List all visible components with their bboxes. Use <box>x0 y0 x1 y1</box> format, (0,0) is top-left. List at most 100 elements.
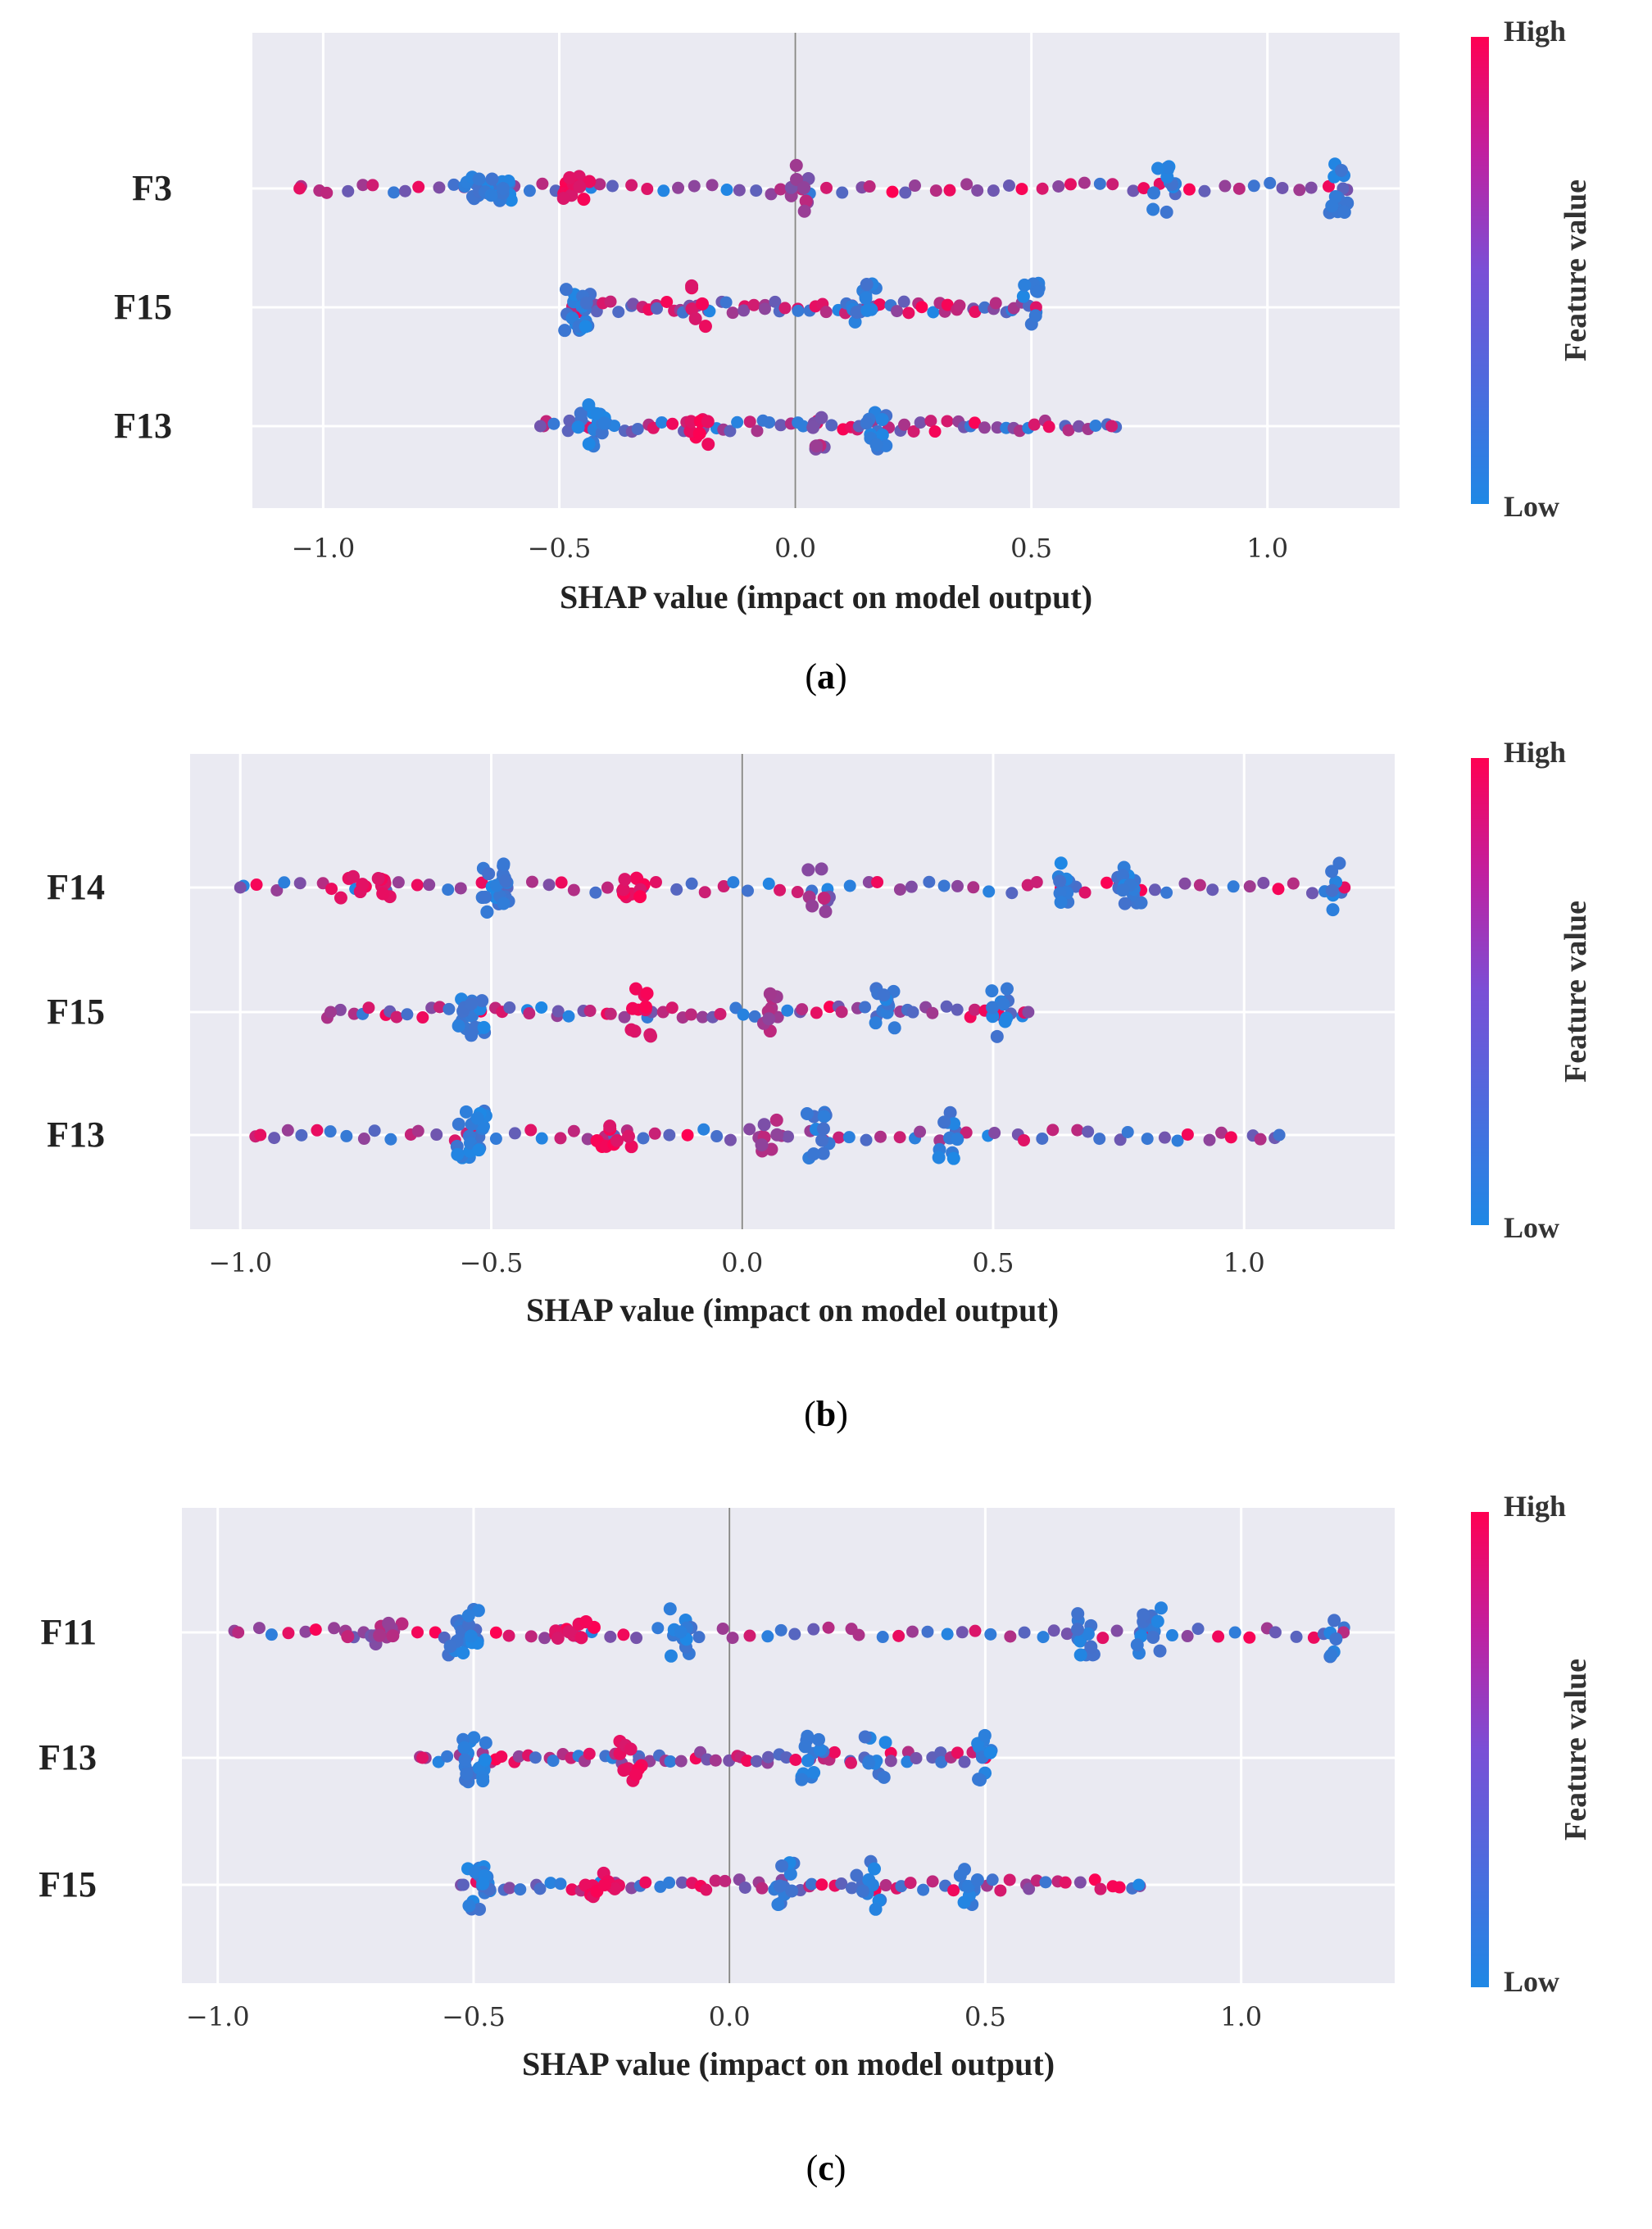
shap-point <box>1054 895 1068 909</box>
shap-point <box>535 1132 548 1145</box>
shap-point <box>747 298 760 311</box>
shap-point <box>774 419 787 432</box>
x-tick-label: 0.5 <box>964 2001 1006 2032</box>
shap-point <box>443 1639 457 1653</box>
shap-point <box>563 170 577 184</box>
colorbar-title: Feature value <box>1559 901 1593 1083</box>
shap-point <box>356 179 370 192</box>
shap-point <box>561 424 574 438</box>
shap-point <box>268 1132 281 1145</box>
shap-point <box>663 1876 676 1889</box>
shap-point <box>1146 1630 1160 1644</box>
shap-point <box>815 411 828 424</box>
shap-point <box>582 437 596 451</box>
shap-point <box>1206 883 1219 897</box>
shap-point <box>987 184 1000 197</box>
shap-point <box>1272 883 1285 896</box>
shap-point <box>970 1873 984 1887</box>
shap-point <box>1160 886 1173 899</box>
colorbar <box>1471 1512 1489 1987</box>
shap-point <box>815 862 828 876</box>
shap-point <box>497 897 511 910</box>
shap-point <box>232 1626 245 1639</box>
shap-point <box>988 1126 1001 1139</box>
shap-point <box>675 1876 688 1889</box>
shap-point <box>991 421 1004 434</box>
shap-point <box>1305 887 1318 900</box>
shap-point <box>902 306 915 320</box>
shap-point <box>869 1902 883 1916</box>
shap-point <box>788 1627 801 1641</box>
shap-point <box>1016 289 1030 303</box>
shap-point <box>697 1123 710 1136</box>
shap-point <box>714 1007 727 1020</box>
colorbar-low-label: Low <box>1504 490 1559 523</box>
shap-point <box>816 1146 830 1160</box>
shap-point <box>398 184 411 197</box>
shap-point <box>921 1625 934 1638</box>
shap-point <box>512 1750 525 1763</box>
shap-point <box>895 1880 908 1893</box>
shap-point <box>1181 1630 1194 1643</box>
shap-point <box>551 1005 565 1018</box>
shap-point <box>281 1124 294 1137</box>
shap-point <box>822 1621 835 1634</box>
shap-point <box>1243 880 1256 893</box>
shap-point <box>656 415 669 429</box>
shap-point <box>828 1746 841 1759</box>
shap-point <box>529 1751 542 1764</box>
shap-point <box>433 181 446 194</box>
shap-point <box>887 1021 901 1035</box>
shap-point <box>441 1750 454 1763</box>
shap-point <box>876 1631 889 1644</box>
shap-point <box>618 873 632 887</box>
shap-point <box>525 875 538 888</box>
shap-point <box>692 1631 706 1644</box>
shap-point <box>1254 1133 1267 1146</box>
shap-point <box>1150 1614 1164 1628</box>
shap-point <box>1005 887 1019 900</box>
shap-point <box>798 1740 812 1754</box>
shap-point <box>536 177 549 190</box>
shap-point <box>989 297 1002 310</box>
shap-point <box>943 1105 957 1119</box>
shap-point <box>627 297 640 311</box>
shap-point <box>334 891 347 905</box>
shap-point <box>1134 896 1148 910</box>
shap-point <box>684 1008 697 1021</box>
shap-point <box>538 1632 551 1645</box>
shap-point <box>1073 420 1086 433</box>
shap-point <box>456 1646 470 1659</box>
shap-point <box>825 419 838 432</box>
shap-point <box>454 882 467 895</box>
shap-point <box>771 1898 785 1912</box>
shap-point <box>951 1003 964 1016</box>
shap-point <box>860 416 874 430</box>
shap-point <box>1153 1644 1167 1658</box>
shap-point <box>1276 181 1289 194</box>
shap-point <box>763 415 776 429</box>
shap-point <box>819 905 833 919</box>
shap-point <box>860 278 874 292</box>
shap-point <box>917 1883 930 1896</box>
shap-point <box>791 886 804 899</box>
shap-point <box>927 306 940 319</box>
shap-point <box>796 420 810 433</box>
x-axis-title: SHAP value (impact on model output) <box>526 1292 1059 1328</box>
shap-point <box>1071 1607 1085 1621</box>
shap-point <box>234 881 247 894</box>
shap-point <box>914 1125 927 1138</box>
shap-point <box>811 1732 825 1746</box>
shap-point <box>774 1623 787 1637</box>
shap-point <box>810 439 824 453</box>
x-tick-label: 0.5 <box>1010 533 1052 564</box>
shap-point <box>554 1877 567 1891</box>
shap-point <box>731 415 744 429</box>
shap-point <box>579 1878 592 1892</box>
caption-c-label: c <box>818 2148 834 2188</box>
shap-point <box>1193 878 1206 892</box>
shap-point <box>476 1774 490 1788</box>
shap-point <box>978 1728 992 1742</box>
shap-point <box>577 193 591 207</box>
shap-point <box>382 1616 396 1630</box>
